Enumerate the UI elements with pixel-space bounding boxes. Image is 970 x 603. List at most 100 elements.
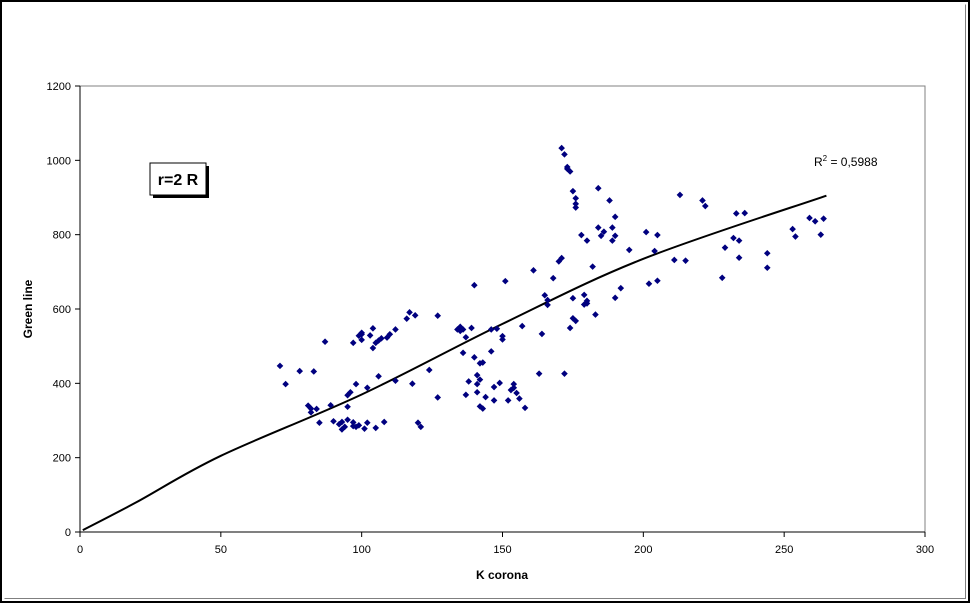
data-point xyxy=(310,368,318,375)
data-point xyxy=(493,325,501,332)
chart-frame-bevel xyxy=(4,4,966,599)
data-point xyxy=(625,246,633,254)
data-point xyxy=(392,326,399,333)
data-point xyxy=(702,202,709,210)
data-point xyxy=(409,380,416,388)
y-tick-label: 400 xyxy=(53,378,71,390)
data-point xyxy=(654,231,661,239)
data-point xyxy=(482,393,489,401)
data-point xyxy=(721,244,729,251)
data-point xyxy=(592,311,599,318)
data-point xyxy=(654,277,661,285)
r-squared-label: R2 = 0,5988 xyxy=(814,154,878,169)
data-point xyxy=(364,419,371,427)
data-point xyxy=(569,187,577,195)
data-point xyxy=(502,277,509,285)
data-point xyxy=(820,215,827,222)
annotation-box: r=2 R xyxy=(149,162,209,198)
tick-marks: 0 200 400 600 800 1000 1200 0 50 100 150 200 250 300 xyxy=(47,81,935,556)
data-point xyxy=(538,330,546,338)
data-point xyxy=(490,383,498,391)
x-tick-label: 250 xyxy=(775,544,793,556)
data-point xyxy=(549,274,557,282)
data-point xyxy=(490,397,498,404)
data-point xyxy=(471,281,478,289)
data-point xyxy=(499,336,506,343)
data-point xyxy=(651,247,658,255)
data-point xyxy=(676,191,684,199)
data-point xyxy=(454,326,461,333)
data-point xyxy=(456,323,464,331)
data-point xyxy=(352,380,360,388)
data-point xyxy=(544,301,551,309)
data-point xyxy=(473,380,481,388)
data-point xyxy=(510,384,518,392)
data-point xyxy=(276,362,284,370)
data-point xyxy=(487,326,495,333)
data-point xyxy=(459,326,467,333)
data-point xyxy=(682,257,689,264)
data-point xyxy=(569,294,577,302)
data-point xyxy=(504,397,512,404)
data-point xyxy=(355,422,363,429)
data-point xyxy=(578,231,585,239)
trendline xyxy=(82,194,827,532)
data-point xyxy=(364,384,371,392)
data-point xyxy=(456,327,464,335)
data-point xyxy=(558,144,565,152)
data-point xyxy=(380,418,388,426)
data-point xyxy=(566,168,574,175)
data-point xyxy=(479,405,487,412)
data-point xyxy=(516,395,523,402)
data-point xyxy=(600,228,608,235)
data-point xyxy=(462,333,470,341)
data-point xyxy=(414,419,422,427)
data-point xyxy=(611,213,619,221)
data-point xyxy=(611,232,619,240)
data-point xyxy=(735,237,743,244)
x-tick-label: 50 xyxy=(215,544,227,556)
data-point xyxy=(487,348,495,355)
x-tick-label: 300 xyxy=(916,544,934,556)
data-point xyxy=(375,337,382,344)
y-tick-label: 1000 xyxy=(47,155,71,167)
data-point xyxy=(383,334,391,341)
data-point xyxy=(817,231,825,238)
data-point xyxy=(718,274,726,282)
data-point xyxy=(321,338,329,346)
annotation-rect xyxy=(149,162,207,196)
y-tick-label: 200 xyxy=(53,453,71,465)
y-tick-label: 600 xyxy=(53,304,71,316)
data-point xyxy=(341,423,349,431)
data-point xyxy=(594,184,602,192)
data-point xyxy=(361,425,368,432)
data-point xyxy=(561,370,568,377)
data-point xyxy=(434,394,442,401)
data-point xyxy=(544,296,551,304)
data-point xyxy=(617,284,625,292)
data-point xyxy=(792,233,799,240)
data-point xyxy=(563,165,571,173)
data-point xyxy=(499,332,506,340)
data-point xyxy=(572,194,580,202)
data-point xyxy=(496,379,503,387)
x-axis-title: K corona xyxy=(476,568,528,582)
data-point xyxy=(330,417,337,425)
data-point xyxy=(358,330,365,338)
data-point xyxy=(369,325,377,332)
data-point xyxy=(642,228,650,236)
data-points xyxy=(276,144,827,433)
data-point xyxy=(521,404,529,412)
data-point xyxy=(282,380,289,388)
data-point xyxy=(580,301,588,308)
data-point xyxy=(763,249,771,257)
data-point xyxy=(349,419,357,426)
data-point xyxy=(366,332,374,339)
y-tick-label: 1200 xyxy=(47,81,71,93)
axes xyxy=(79,85,926,533)
data-point xyxy=(349,339,357,347)
data-point xyxy=(611,294,619,302)
data-point xyxy=(327,401,334,409)
data-point xyxy=(597,232,605,240)
